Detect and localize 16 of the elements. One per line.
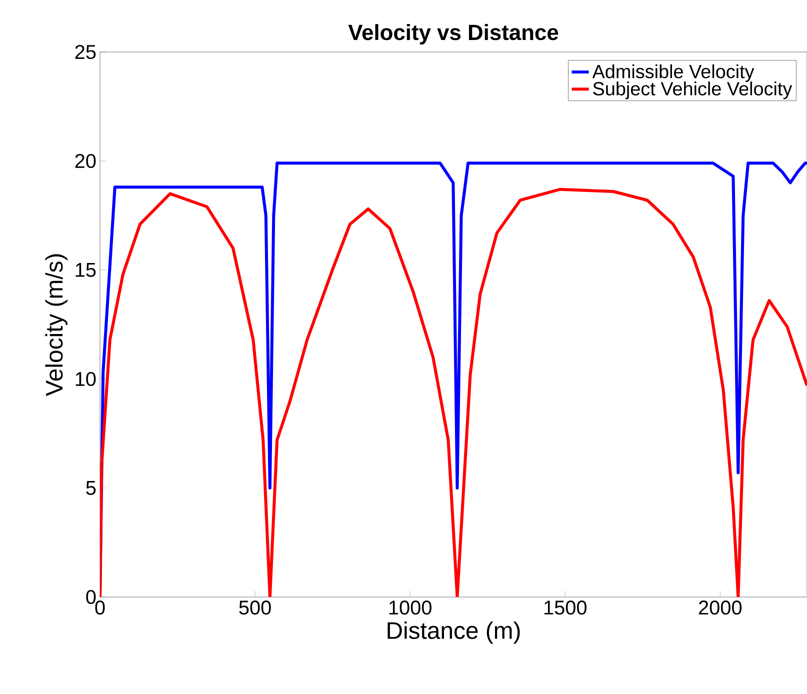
y-tick-label: 15 — [76, 263, 96, 277]
y-tick-label: 20 — [75, 154, 96, 168]
x-tick-label: 1000 — [389, 600, 432, 615]
x-tick-label: 1500 — [544, 600, 587, 615]
legend-label: Admissible Velocity — [592, 64, 754, 82]
x-tick-label: 0 — [95, 600, 105, 615]
x-axis-title: Distance (m) — [388, 621, 520, 644]
x-tick-label: 2000 — [699, 600, 742, 615]
chart-title: Velocity vs Distance — [348, 24, 558, 44]
x-tick-label: 500 — [239, 600, 271, 615]
y-axis-title: Velocity (m/s) — [45, 254, 68, 396]
legend-label: Subject Vehicle Velocity — [593, 82, 792, 100]
y-tick-label: 25 — [75, 44, 96, 60]
y-tick-label: 0 — [86, 590, 96, 604]
y-tick-label: 10 — [76, 372, 96, 386]
y-tick-label: 5 — [86, 481, 96, 495]
